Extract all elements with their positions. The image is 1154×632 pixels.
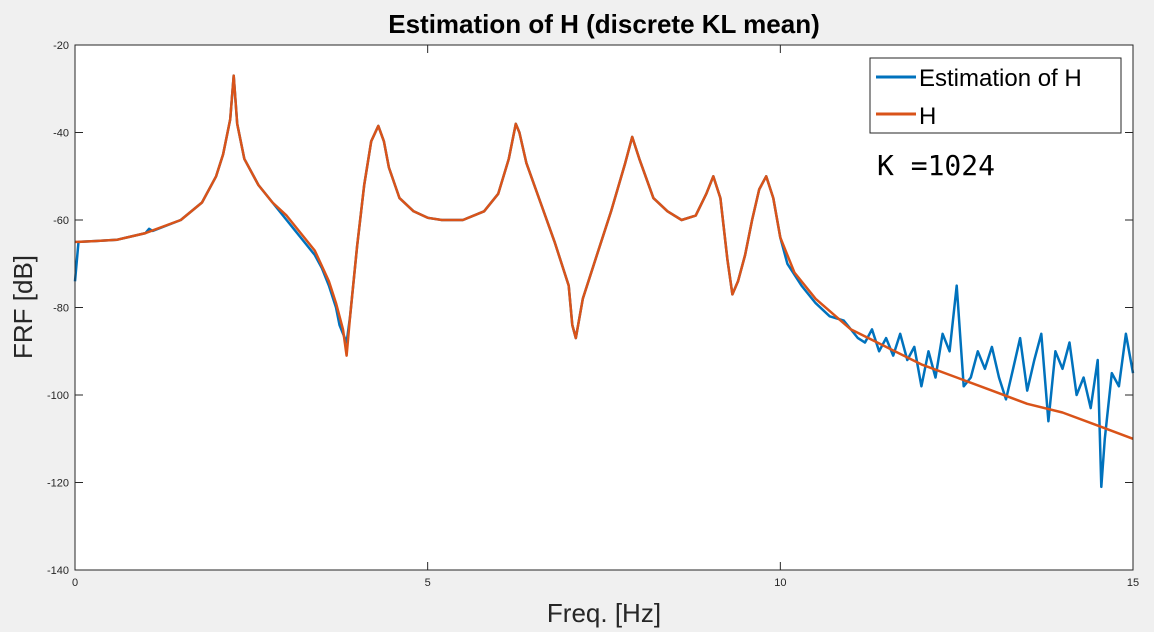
- y-tick-label: -100: [47, 390, 69, 402]
- legend[interactable]: Estimation of H H: [869, 57, 1122, 134]
- legend-box: [869, 57, 1122, 134]
- annotation-k: K =1024: [877, 149, 995, 182]
- x-tick-label: 15: [1127, 577, 1139, 589]
- ticks-layer: 0 5 10 15 -140 -120 -100 -80 -60 -40 -20: [47, 40, 1139, 589]
- data-layer: [73, 74, 1135, 489]
- chart-title: Estimation of H (discrete KL mean): [388, 9, 820, 39]
- x-tick-label: 10: [774, 577, 786, 589]
- x-axis-title: Freq. [Hz]: [547, 598, 661, 628]
- series-line-1: [75, 74, 1134, 440]
- y-tick-label: -120: [47, 478, 69, 490]
- y-tick-label: -80: [53, 303, 69, 315]
- x-tick-label: 5: [425, 577, 431, 589]
- y-tick-label: -60: [53, 215, 69, 227]
- x-tick-label: 0: [72, 577, 78, 589]
- y-tick-label: -140: [47, 565, 69, 577]
- legend-label-estimation: Estimation of H: [919, 65, 1082, 92]
- legend-label-h: H: [919, 103, 936, 130]
- y-axis-title: FRF [dB]: [8, 255, 38, 359]
- y-tick-label: -40: [53, 128, 69, 140]
- y-tick-label: -20: [53, 40, 69, 52]
